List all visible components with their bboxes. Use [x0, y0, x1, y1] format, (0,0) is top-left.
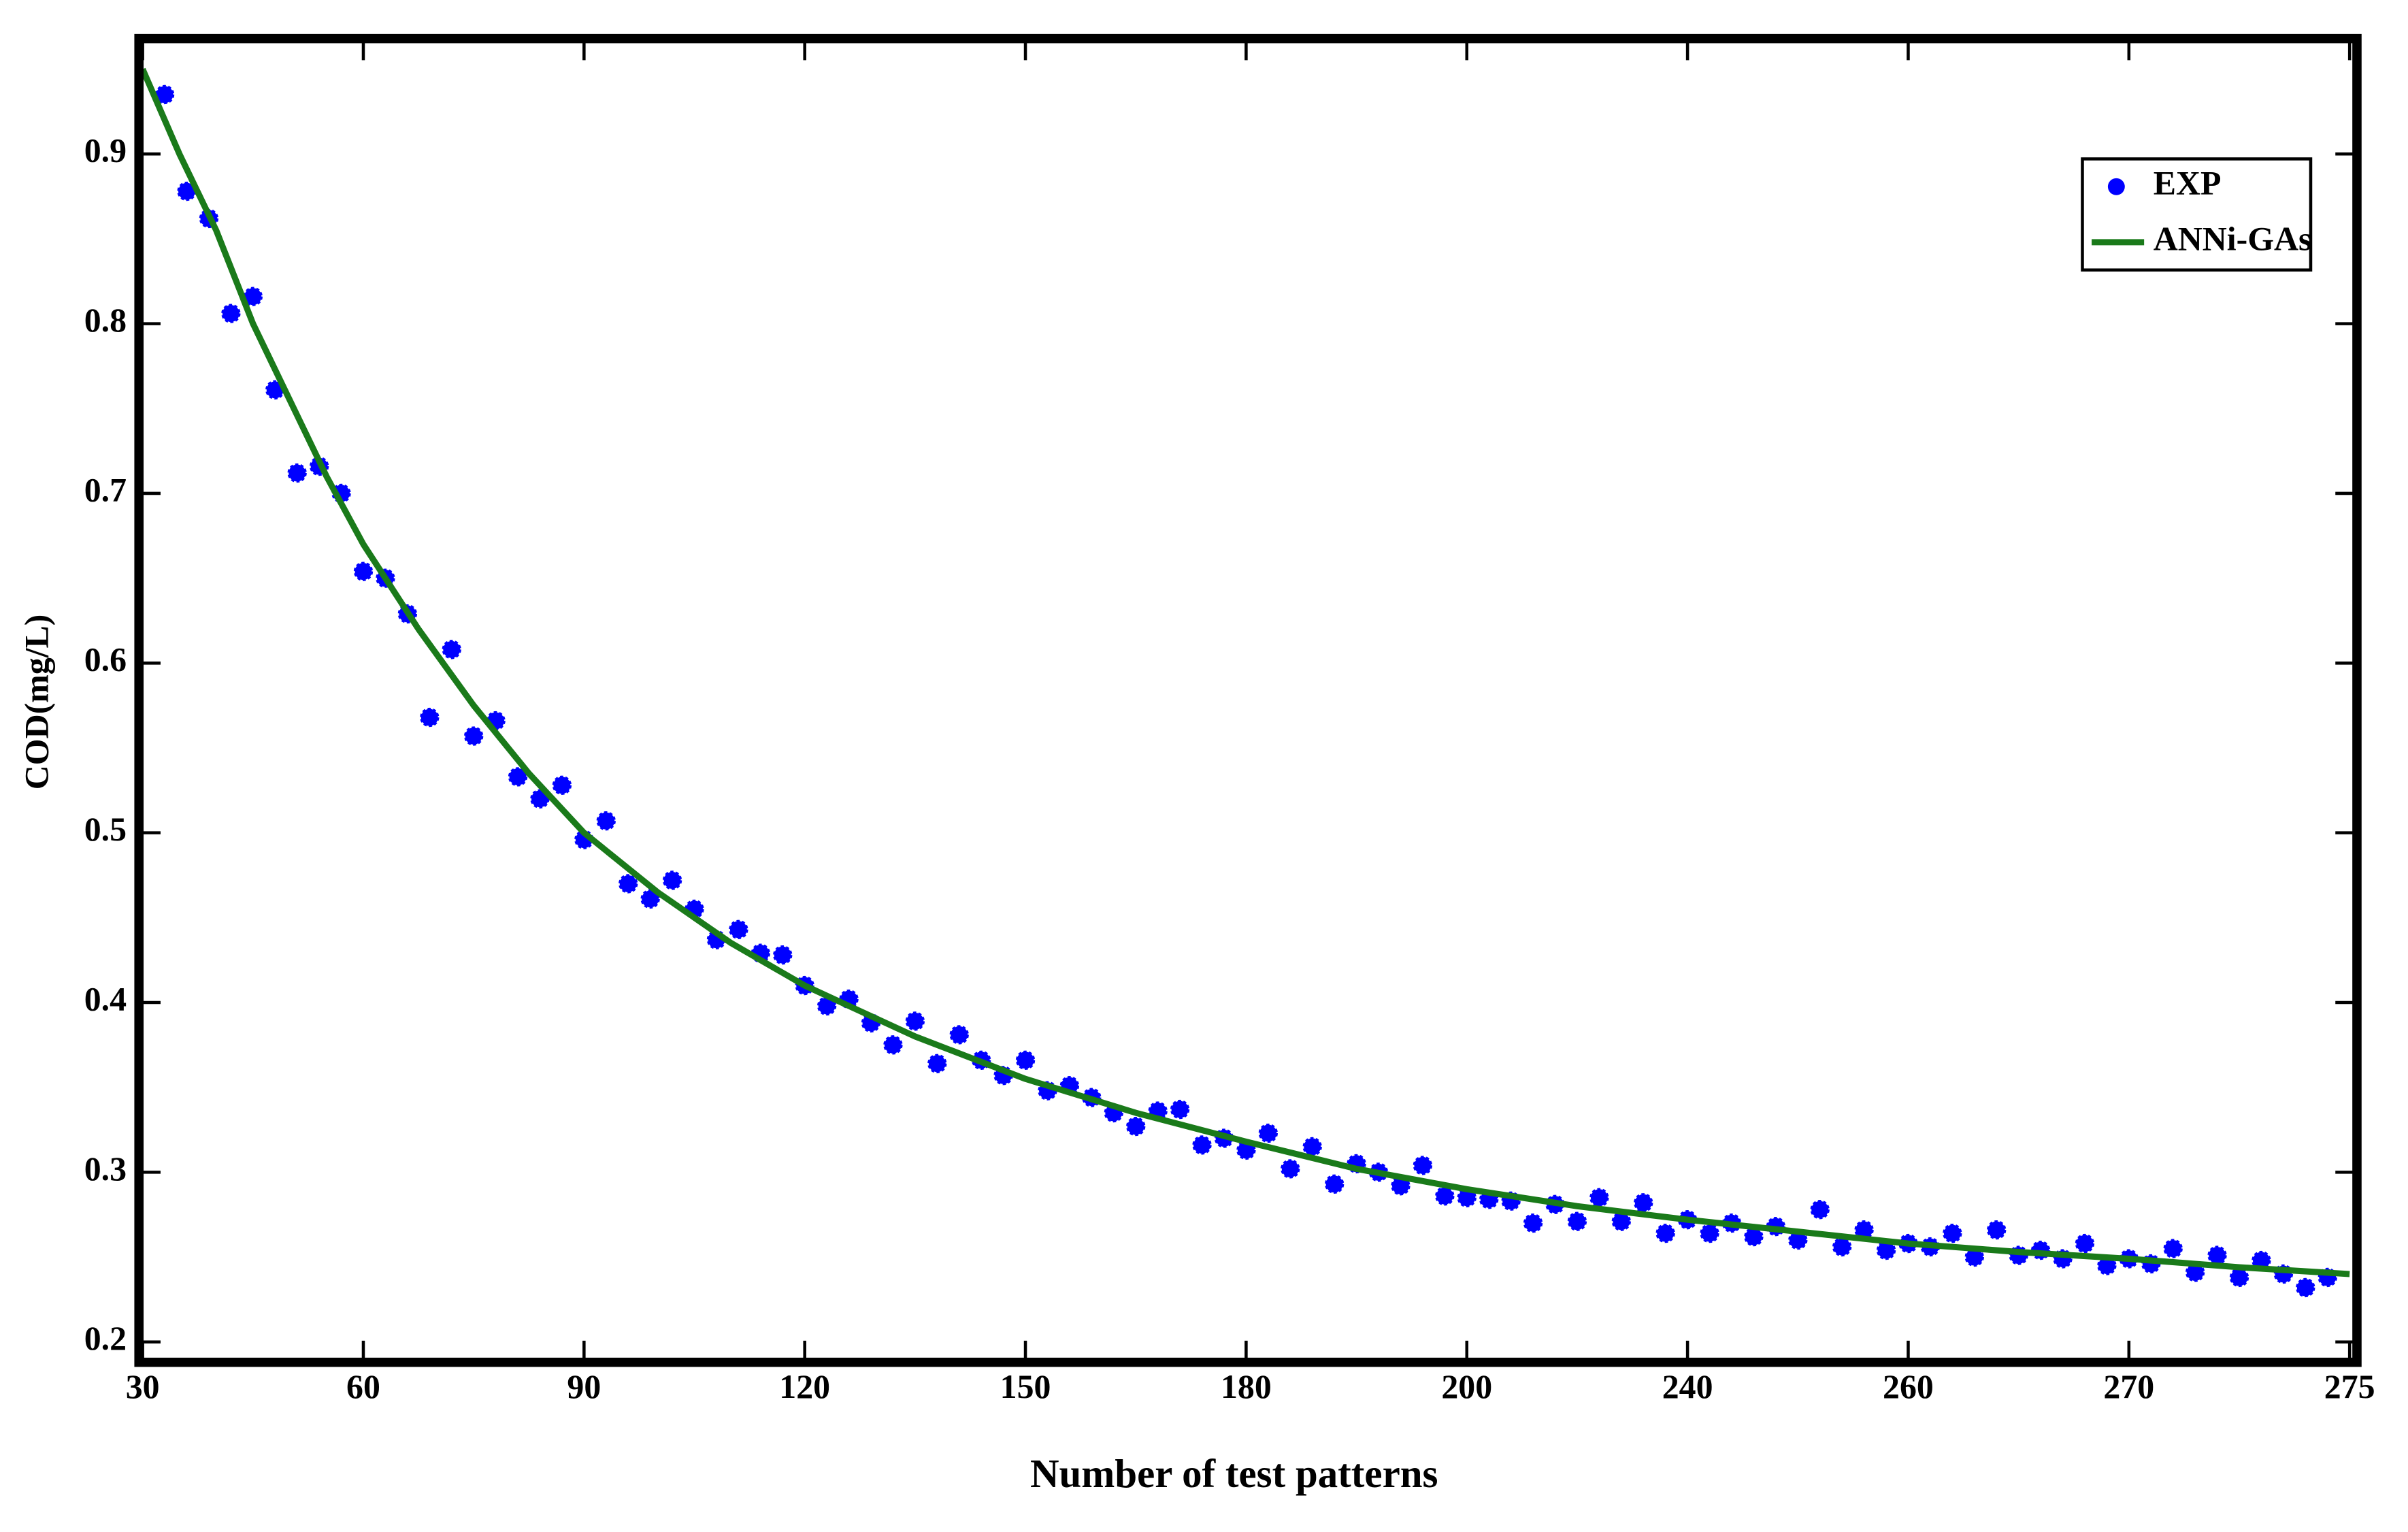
data-point [1655, 1223, 1675, 1243]
plot-frame [134, 33, 2362, 1367]
x-tick-label: 260 [1883, 1368, 1934, 1405]
data-point [1281, 1159, 1300, 1179]
x-tick-label: 270 [2103, 1368, 2154, 1405]
x-axis-label: Number of test patterns [1030, 1451, 1438, 1496]
data-point [1324, 1174, 1345, 1194]
legend-label: ANNi-GAs [2154, 220, 2312, 257]
data-point [1523, 1213, 1543, 1233]
data-point [1744, 1226, 1764, 1247]
data-point [442, 640, 461, 659]
data-point [243, 287, 263, 306]
y-tick-label: 0.6 [84, 641, 127, 679]
data-point [154, 84, 175, 105]
y-tick-label: 0.8 [84, 301, 127, 339]
data-point [662, 870, 682, 890]
data-point [1435, 1186, 1455, 1206]
y-tick-label: 0.3 [84, 1150, 127, 1188]
y-tick-label: 0.5 [84, 811, 127, 848]
data-point [265, 380, 285, 400]
y-axis-label: COD(mg/L) [18, 615, 56, 790]
fit-line [139, 67, 2350, 1277]
data-point [1015, 1050, 1036, 1070]
data-point [1302, 1137, 1322, 1157]
data-point [552, 775, 572, 796]
data-point [1589, 1188, 1609, 1207]
data-point [773, 945, 793, 965]
data-point [1700, 1223, 1719, 1243]
data-point [1810, 1200, 1830, 1220]
x-tick-label: 120 [779, 1368, 830, 1405]
data-point [2229, 1267, 2249, 1288]
legend-marker [2107, 178, 2125, 195]
y-tick-label: 0.9 [84, 132, 127, 169]
x-tick-label: 275 [2324, 1368, 2375, 1405]
y-tick-label: 0.7 [84, 471, 127, 508]
data-point [2296, 1277, 2315, 1298]
data-point [1192, 1135, 1212, 1155]
x-tick-label: 90 [567, 1368, 601, 1405]
legend-box [2081, 157, 2313, 272]
data-point [1413, 1156, 1433, 1175]
y-tick-label: 0.2 [84, 1320, 127, 1357]
data-point [596, 811, 616, 831]
data-point [287, 463, 307, 483]
x-tick-label: 30 [126, 1368, 160, 1405]
data-point [927, 1054, 947, 1073]
data-point [463, 726, 484, 746]
x-tick-label: 240 [1662, 1368, 1713, 1405]
x-tick-label: 180 [1221, 1368, 1272, 1405]
x-tick-label: 150 [1000, 1368, 1051, 1405]
data-point [353, 561, 374, 581]
y-tick-label: 0.4 [84, 980, 127, 1017]
x-tick-label: 60 [346, 1368, 380, 1405]
data-point [1611, 1211, 1631, 1231]
data-point [640, 889, 660, 909]
legend-label: EXP [2154, 165, 2222, 202]
data-point [1832, 1237, 1852, 1257]
data-point [949, 1025, 969, 1045]
data-point [221, 304, 241, 323]
data-point [2207, 1245, 2227, 1265]
data-point [2075, 1233, 2095, 1254]
data-point [1567, 1211, 1587, 1231]
data-point [1258, 1123, 1279, 1143]
data-point [508, 767, 528, 787]
data-point [1634, 1193, 1653, 1213]
data-point [420, 707, 440, 728]
x-tick-label: 200 [1441, 1368, 1492, 1405]
data-point [729, 919, 748, 939]
data-point [1170, 1099, 1190, 1120]
data-point [619, 874, 638, 894]
data-point [1126, 1116, 1146, 1137]
data-point [1987, 1220, 2007, 1240]
data-point [1943, 1223, 1962, 1243]
data-point [905, 1011, 925, 1031]
data-point [883, 1035, 903, 1055]
data-point [2163, 1239, 2183, 1258]
